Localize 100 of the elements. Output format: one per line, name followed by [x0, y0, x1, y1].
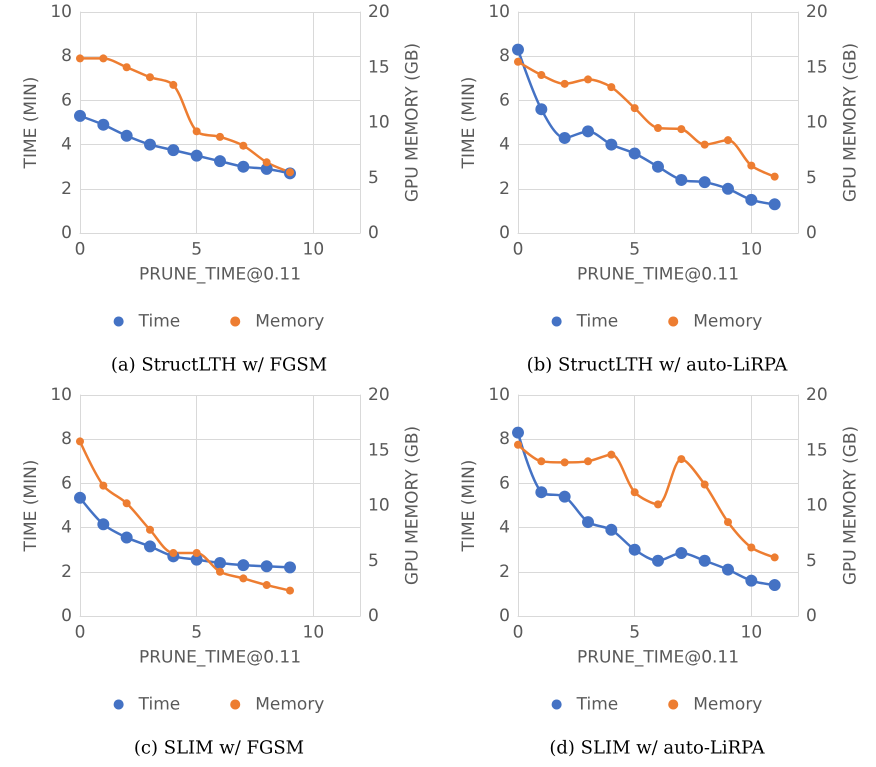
- point: [74, 492, 86, 504]
- point: [122, 499, 131, 508]
- text: (a) StructLTH w/ FGSM: [110, 354, 328, 376]
- point: [237, 160, 250, 173]
- point: [770, 172, 779, 181]
- x-axis-title: PRUNE_TIME@0.11: [576, 648, 740, 668]
- legend-label: Memory: [255, 694, 324, 714]
- point: [558, 132, 571, 144]
- point: [537, 70, 546, 79]
- x-tick-label: 0: [74, 622, 86, 642]
- point: [584, 75, 592, 84]
- point: [677, 455, 686, 464]
- point: [286, 586, 294, 595]
- y2-axis-title: GPU MEMORY (GB): [840, 426, 860, 586]
- point: [698, 176, 711, 188]
- y-tick-label: 6: [61, 90, 72, 110]
- point: [770, 553, 779, 562]
- point: [675, 547, 688, 560]
- y-tick-label: 0: [499, 223, 510, 243]
- legend-label: Time: [138, 312, 180, 332]
- point: [560, 80, 569, 88]
- legend-label: Time: [576, 694, 618, 714]
- legend-label: Memory: [693, 312, 762, 332]
- y2-tick-label: 10: [806, 496, 828, 516]
- point: [628, 544, 641, 556]
- point: [239, 574, 248, 582]
- text: (c) SLIM w/ FGSM: [134, 738, 304, 758]
- point: [216, 132, 224, 141]
- point: [535, 103, 548, 116]
- x-tick-label: 0: [512, 622, 524, 642]
- y-tick-label: 6: [499, 90, 510, 110]
- y-axis-title: TIME (MIN): [458, 76, 479, 170]
- y-tick-label: 10: [488, 385, 510, 405]
- x-axis-title: PRUNE_TIME@0.11: [576, 264, 740, 284]
- point: [607, 83, 616, 92]
- y-tick-label: 8: [499, 429, 510, 450]
- point: [99, 54, 108, 62]
- x-tick-label: 0: [74, 240, 86, 260]
- legend-label: Time: [138, 694, 180, 714]
- y2-tick-label: 10: [368, 112, 390, 132]
- y-tick-label: 6: [61, 473, 72, 494]
- point: [652, 554, 664, 567]
- y2-tick-label: 15: [806, 57, 828, 78]
- point: [582, 125, 594, 138]
- point: [190, 150, 203, 162]
- y2-tick-label: 5: [806, 168, 817, 188]
- y2-tick-label: 20: [368, 2, 390, 22]
- point: [146, 526, 154, 534]
- point: [167, 144, 180, 156]
- y2-tick-label: 5: [368, 168, 379, 188]
- point: [654, 500, 662, 508]
- y-tick-label: 10: [50, 2, 72, 22]
- point: [214, 155, 226, 168]
- point: [560, 458, 569, 466]
- x-tick-label: 5: [629, 622, 640, 642]
- point: [675, 174, 688, 186]
- point: [216, 568, 224, 576]
- point: [722, 182, 734, 195]
- point: [768, 198, 781, 210]
- legend-label: Memory: [693, 694, 762, 714]
- x-axis-title: PRUNE_TIME@0.11: [138, 648, 302, 668]
- point: [512, 426, 524, 439]
- point: [768, 579, 781, 592]
- y-tick-label: 10: [488, 2, 510, 22]
- y-tick-label: 0: [61, 606, 72, 626]
- point: [97, 118, 110, 131]
- point: [724, 518, 732, 526]
- point: [535, 486, 548, 498]
- point: [630, 104, 639, 112]
- point: [652, 160, 664, 173]
- point: [74, 110, 86, 122]
- point: [700, 480, 709, 489]
- point: [97, 518, 110, 530]
- point: [605, 138, 618, 151]
- point: [628, 147, 641, 160]
- y2-tick-label: 15: [806, 440, 828, 460]
- y2-tick-label: 5: [806, 550, 817, 571]
- y-tick-label: 8: [61, 46, 72, 66]
- legend-label: Time: [576, 312, 618, 332]
- point: [605, 524, 618, 536]
- y-tick-label: 4: [499, 134, 510, 155]
- y2-tick-label: 15: [368, 57, 390, 78]
- y-tick-label: 8: [61, 429, 72, 450]
- y-tick-label: 2: [61, 178, 72, 199]
- point: [584, 457, 592, 466]
- y2-tick-label: 20: [368, 385, 390, 405]
- point: [99, 482, 108, 490]
- y-axis-title: TIME (MIN): [458, 460, 479, 552]
- point: [582, 516, 594, 528]
- x-tick-label: 10: [302, 240, 324, 260]
- y-tick-label: 4: [61, 518, 72, 538]
- point: [558, 490, 571, 503]
- point: [284, 561, 296, 574]
- point: [169, 80, 178, 89]
- y-tick-label: 2: [61, 562, 72, 582]
- y-axis-title: TIME (MIN): [20, 76, 41, 170]
- point: [76, 437, 84, 446]
- text: (b) StructLTH w/ auto-LiRPA: [526, 354, 788, 376]
- point: [745, 574, 758, 587]
- y-tick-label: 10: [50, 385, 72, 405]
